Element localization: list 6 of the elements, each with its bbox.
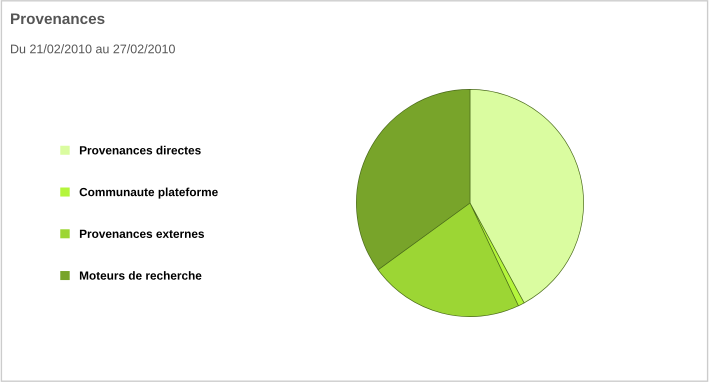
legend-label: Provenances externes [80, 230, 204, 238]
legend-label: Moteurs de recherche [80, 271, 202, 280]
chart-subtitle: Du 21/02/2010 au 27/02/2010 [11, 44, 175, 54]
legend-label: Provenances directes [80, 146, 201, 154]
legend-label: Communaute plateforme [80, 188, 218, 199]
chart-title: Provenances [11, 13, 104, 24]
